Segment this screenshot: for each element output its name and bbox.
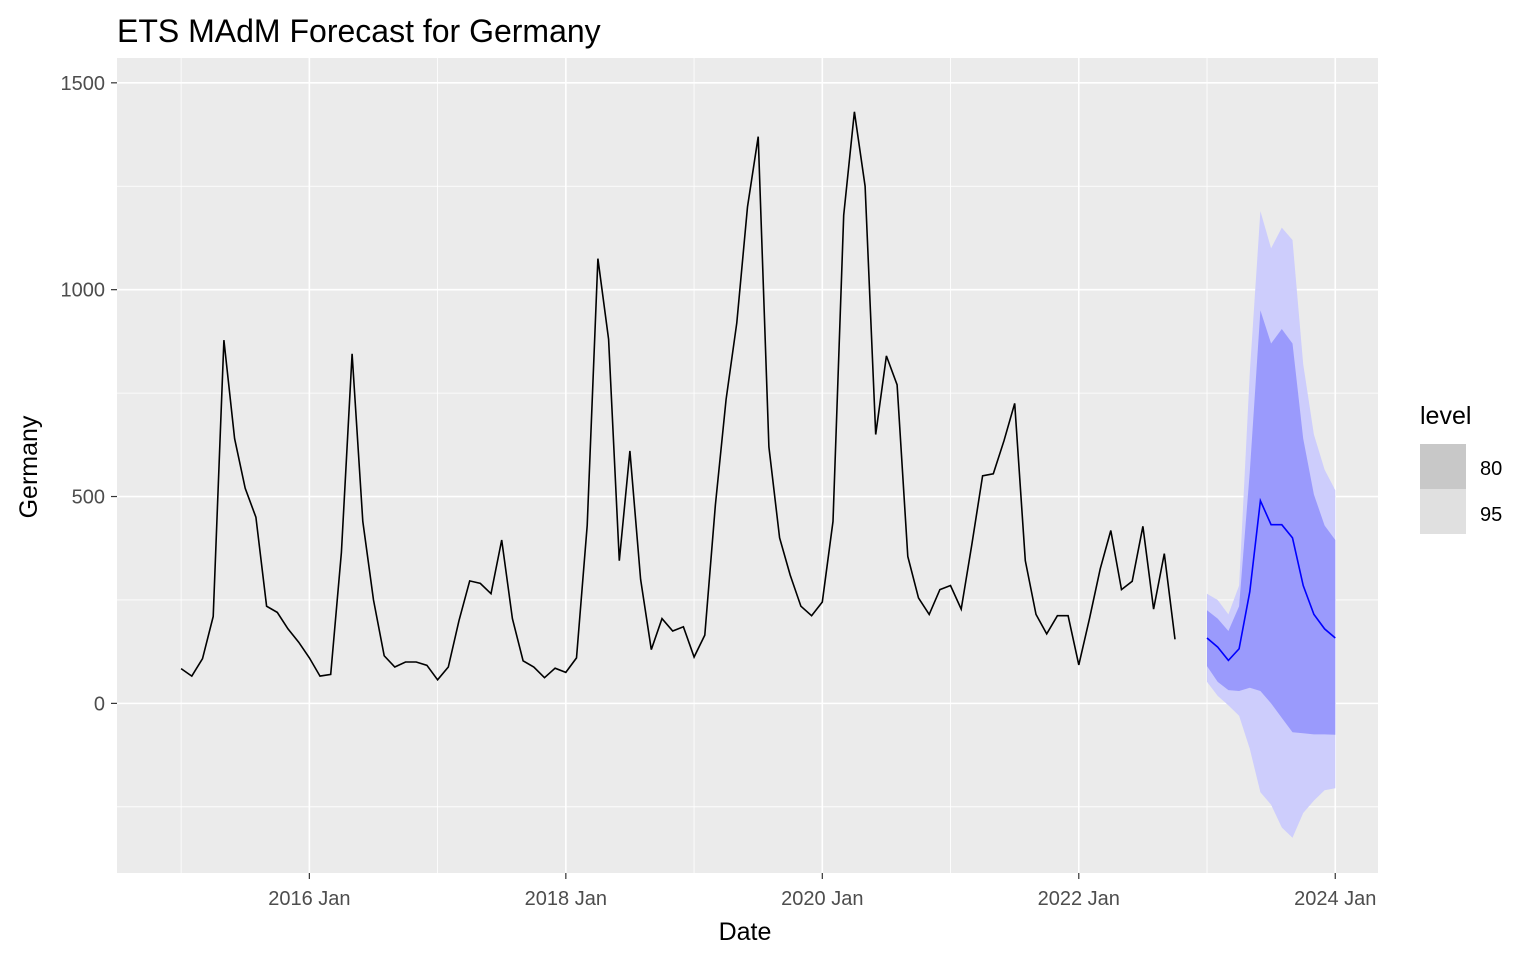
x-tick-label: 2024 Jan [1294,888,1376,910]
y-tick-label: 1500 [61,73,106,95]
band-80 [1207,310,1336,735]
y-axis-label: Germany [15,415,43,518]
history-line [180,111,1176,682]
legend: level 80 95 [1420,402,1502,534]
x-tick-label: 2018 Jan [525,888,607,910]
y-tick-label: 1000 [61,280,106,302]
x-axis-ticks: 2016 Jan 2018 Jan 2020 Jan 2022 Jan 2024 Jan [268,873,1376,910]
minor-gridlines [117,58,1378,873]
x-axis-label: Date [719,918,772,946]
major-gridlines [117,58,1378,873]
forecast-mean-line [1206,497,1336,662]
legend-swatch-80 [1420,444,1466,489]
legend-title: level [1420,402,1471,430]
x-tick-label: 2022 Jan [1038,888,1120,910]
legend-swatch-95 [1420,489,1466,534]
legend-label-95: 95 [1480,504,1502,526]
y-tick-label: 0 [94,693,105,715]
y-tick-label: 500 [72,487,105,509]
legend-label-80: 80 [1480,458,1502,480]
x-tick-label: 2016 Jan [268,888,350,910]
plot-panel [117,58,1378,873]
chart-title: ETS MAdM Forecast for Germany [117,13,601,49]
y-axis-ticks: 0 500 1000 1500 [61,73,117,715]
x-tick-label: 2020 Jan [781,888,863,910]
